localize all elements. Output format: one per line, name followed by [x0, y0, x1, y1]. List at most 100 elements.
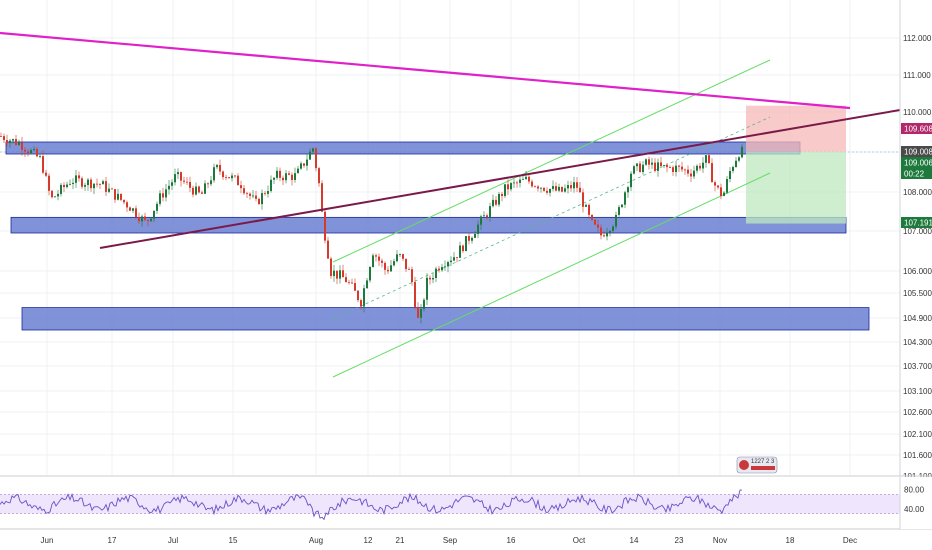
candle	[372, 253, 374, 268]
zone-box[interactable]	[21, 307, 870, 331]
magenta-trendline[interactable]	[0, 31, 851, 110]
trendlines[interactable]	[0, 31, 901, 249]
candle	[249, 192, 251, 200]
channel-lower-line[interactable]	[332, 172, 771, 378]
candle	[105, 176, 107, 196]
oscillator-panel[interactable]: 80.00 40.00	[0, 475, 932, 530]
maroon-trendline[interactable]	[99, 109, 901, 249]
candle	[93, 183, 95, 195]
candle	[108, 183, 110, 194]
candle	[498, 191, 500, 207]
position-reward-box[interactable]	[746, 151, 846, 224]
price-tag[interactable]: 109.608	[901, 123, 932, 134]
candle	[363, 284, 365, 313]
price-tag[interactable]: 109.006	[901, 157, 932, 168]
candle	[153, 210, 155, 223]
candle	[606, 227, 608, 241]
candle	[279, 167, 281, 182]
candle	[675, 161, 677, 177]
price-tag[interactable]: 109.008	[901, 146, 932, 157]
candle	[468, 232, 470, 245]
candle	[471, 236, 473, 244]
candle	[732, 165, 734, 174]
candle	[27, 148, 29, 157]
price-axis[interactable]: 112.000111.000110.000109.000108.000107.0…	[899, 0, 932, 481]
candle	[411, 266, 413, 286]
candle	[87, 178, 89, 191]
candle	[336, 270, 338, 285]
candle	[381, 258, 383, 268]
candle	[648, 156, 650, 170]
watermark: 1227 2 3	[736, 456, 778, 474]
candle	[183, 176, 185, 185]
candle	[51, 190, 53, 199]
candle	[702, 157, 704, 173]
candle	[477, 220, 479, 239]
candle	[417, 302, 419, 319]
candle	[549, 188, 551, 197]
candle	[630, 171, 632, 192]
candle	[492, 194, 494, 208]
candle	[339, 265, 341, 284]
candle	[90, 177, 92, 192]
zone-box[interactable]	[10, 216, 847, 234]
price-tag[interactable]: 00:22	[901, 168, 932, 179]
time-tick-label: 18	[786, 536, 795, 545]
candle	[456, 257, 458, 263]
candle	[204, 180, 206, 194]
candle	[210, 175, 212, 187]
candle	[678, 164, 680, 172]
candle	[429, 275, 431, 285]
candle	[219, 159, 221, 175]
candle	[369, 266, 371, 283]
candle	[735, 157, 737, 168]
candle	[234, 174, 236, 179]
candle	[603, 230, 605, 238]
candle	[384, 261, 386, 275]
time-axis[interactable]: Jun 17 Jul 15 Aug 12 21 Sep 16 Oct 14 23 Nov 18 Dec	[0, 530, 932, 550]
candle	[33, 146, 35, 152]
candle	[303, 163, 305, 168]
candle	[657, 158, 659, 177]
candle	[387, 266, 389, 275]
support-resistance-zones[interactable]	[5, 141, 870, 331]
candle	[720, 183, 722, 200]
oscillator-line	[0, 489, 742, 521]
candle	[78, 171, 80, 182]
price-tick-label: 102.100	[903, 430, 932, 439]
candle	[480, 214, 482, 230]
candle	[324, 208, 326, 244]
candle	[21, 136, 23, 156]
candle	[609, 229, 611, 237]
candle	[579, 181, 581, 193]
candle	[600, 224, 602, 240]
candle	[198, 185, 200, 194]
candle	[315, 146, 317, 172]
candle	[444, 260, 446, 271]
candle	[237, 173, 239, 186]
candle	[510, 181, 512, 192]
price-tag[interactable]: 107.191	[901, 217, 932, 228]
candle	[462, 244, 464, 253]
candle	[312, 147, 314, 155]
candle	[285, 170, 287, 184]
candle	[588, 203, 590, 219]
candle	[252, 189, 254, 199]
candle	[642, 160, 644, 175]
channel-mid-line[interactable]	[332, 116, 771, 320]
price-tick-label: 104.900	[903, 314, 932, 323]
candle	[255, 190, 257, 202]
candle	[522, 175, 524, 180]
candle	[651, 157, 653, 169]
candle	[354, 278, 356, 291]
candle	[147, 219, 149, 227]
candle	[297, 165, 299, 174]
position-tool[interactable]	[746, 105, 846, 224]
candle	[561, 186, 563, 193]
candle	[711, 158, 713, 183]
time-tick-label: Jun	[41, 536, 54, 545]
candle	[225, 174, 227, 181]
candle	[645, 158, 647, 166]
